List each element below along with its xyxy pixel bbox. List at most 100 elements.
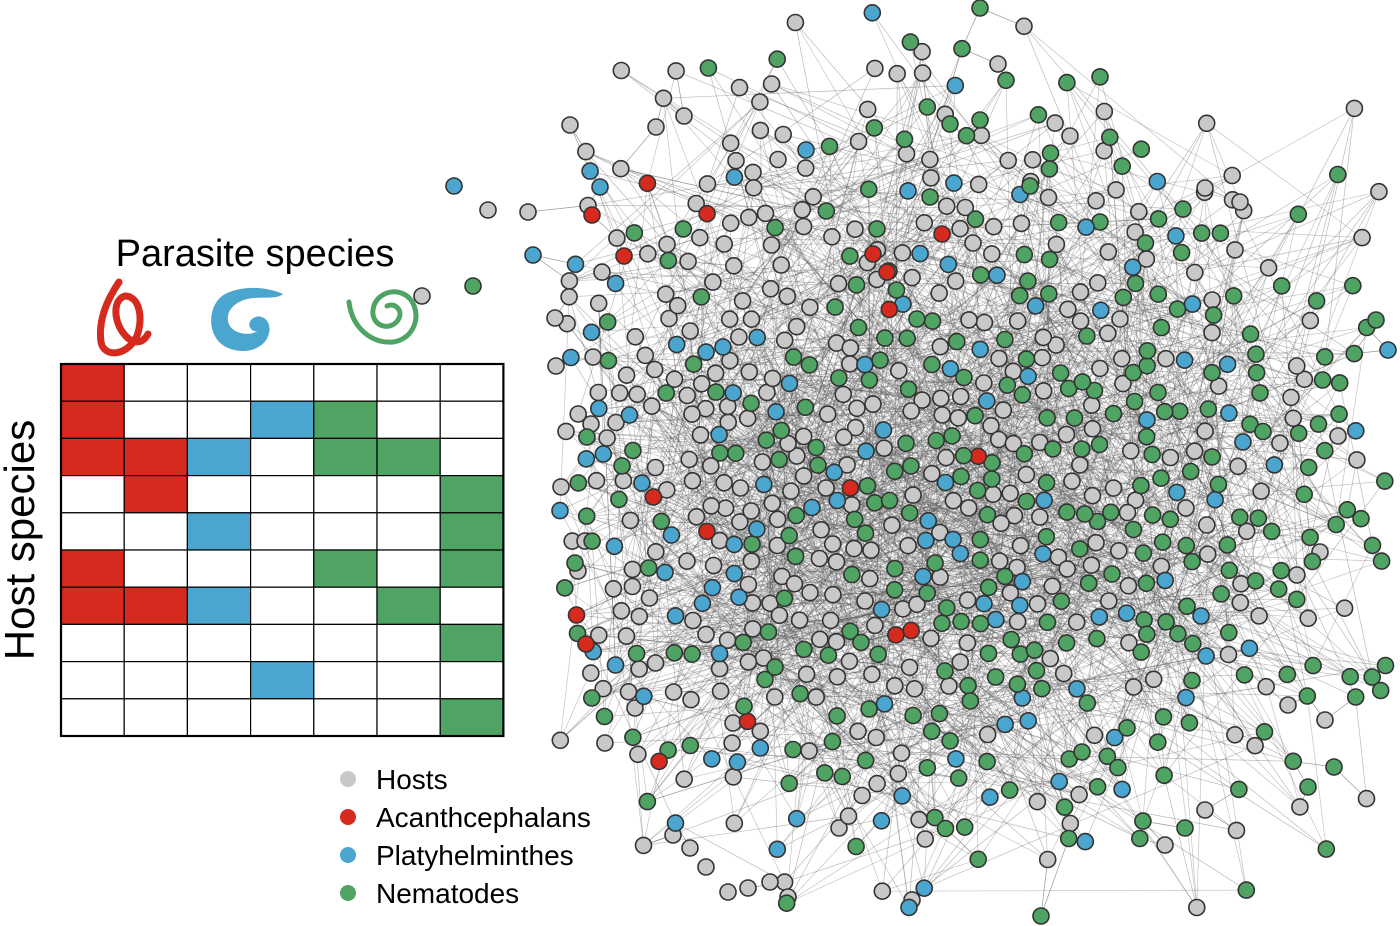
network-edge (838, 283, 993, 464)
network-edge (1003, 409, 1086, 515)
matrix-cell (60, 363, 125, 402)
network-edge (934, 796, 991, 818)
network-edge (909, 474, 1027, 514)
host-node (611, 159, 630, 178)
host-node (800, 742, 818, 760)
host-node (1237, 522, 1256, 541)
platyhelminth-node (1092, 301, 1110, 320)
network-edge (691, 182, 955, 415)
host-node (719, 883, 737, 901)
platyhelminth-node (1192, 607, 1210, 625)
nematode-node (1114, 288, 1133, 307)
nematode-node (1237, 881, 1256, 899)
host-node (1119, 576, 1138, 595)
host-node (1203, 291, 1221, 309)
nematode-node (1284, 752, 1302, 771)
acanthocephalan-node (698, 204, 716, 223)
network-edge (593, 540, 926, 652)
matrix-cell (60, 660, 125, 700)
network-edge (864, 320, 1081, 365)
nematode-node (1033, 679, 1051, 698)
network-edge (953, 153, 1051, 501)
matrix-cell (250, 586, 315, 626)
network-edge (1041, 357, 1112, 513)
host-node (557, 422, 575, 441)
nematode-node (1057, 634, 1076, 652)
host-node (610, 384, 629, 402)
network-edge (668, 288, 771, 319)
host-node (1196, 179, 1214, 197)
platyhelminth-node (703, 578, 722, 597)
host-node (581, 664, 600, 682)
matrix-cell (60, 698, 125, 737)
matrix-cell (123, 400, 188, 440)
network-edge (966, 135, 1298, 367)
network-edge (598, 408, 926, 541)
host-node (614, 471, 633, 490)
network-edge (1063, 509, 1348, 674)
host-node (1185, 442, 1204, 461)
nematode-node (1309, 415, 1328, 433)
nematode-node (1040, 160, 1059, 178)
matrix-cell (313, 660, 378, 700)
network-edge (1157, 181, 1251, 335)
nematode-node (1168, 300, 1187, 318)
network-edge (881, 673, 1064, 822)
host-node (1198, 516, 1216, 534)
nematode-node (674, 220, 693, 238)
network-edge (1023, 26, 1097, 201)
nematode-node (971, 551, 990, 570)
host-node (668, 296, 687, 315)
network-edge (1163, 480, 1386, 776)
nematode-node (1176, 819, 1194, 837)
host-node (829, 274, 848, 293)
network-edge (690, 440, 937, 700)
host-node (839, 807, 858, 825)
network-edge (1322, 108, 1355, 381)
host-node (984, 485, 1002, 504)
network-edge (634, 213, 708, 234)
nematode-node (652, 512, 671, 531)
host-node (840, 652, 859, 671)
host-node (828, 667, 847, 686)
network-edge (575, 263, 859, 328)
host-node (1047, 235, 1066, 254)
nematode-node (791, 684, 809, 703)
host-node (1188, 898, 1206, 917)
legend-swatch-platyhelminthes (340, 847, 356, 863)
network-edge (722, 106, 928, 348)
host-node (598, 429, 616, 447)
network-edge (569, 101, 761, 282)
matrix-cell (376, 475, 441, 514)
network-edge (702, 207, 966, 604)
network-edge (734, 564, 1092, 574)
nematode-node (1051, 364, 1070, 382)
network-edge (668, 318, 735, 824)
network-edge (771, 244, 1351, 677)
network-edge (590, 581, 1023, 674)
nematode-node (742, 394, 760, 413)
network-edge (1039, 442, 1256, 746)
nematode-node (1352, 509, 1370, 528)
nematode-node (1157, 613, 1175, 631)
network-edge (1191, 397, 1292, 562)
nematode-node (1169, 624, 1187, 643)
platyhelminth-node (693, 594, 712, 613)
network-edge (626, 252, 903, 376)
network-edge (779, 615, 838, 717)
network-edge (774, 548, 855, 698)
matrix-cell (250, 698, 315, 737)
host-node (1345, 99, 1364, 118)
network-edge (932, 320, 1100, 369)
network-edge (923, 580, 1166, 889)
host-node (1197, 114, 1216, 133)
platyhelminth-node (975, 594, 993, 613)
host-node (892, 744, 911, 763)
network-edge (832, 594, 1029, 722)
host-node (1034, 382, 1053, 400)
nematode-node (1212, 585, 1230, 603)
nematode-node (681, 736, 700, 755)
host-node (1231, 193, 1249, 211)
nematode-node (1078, 694, 1097, 712)
network-edge (788, 320, 1081, 784)
